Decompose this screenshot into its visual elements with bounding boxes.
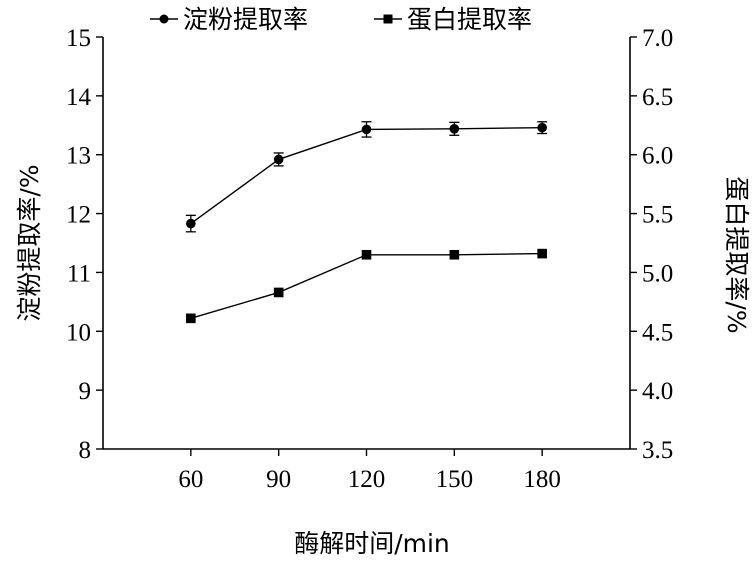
y-left-tick-label: 14 (66, 84, 92, 111)
data-point-square (449, 249, 460, 260)
y-left-tick-label: 8 (79, 437, 92, 464)
data-point-circle (186, 218, 196, 229)
legend: 淀粉提取率 蛋白提取率 (150, 5, 532, 34)
y-right-tick-label: 7.0 (642, 25, 673, 52)
y-left-tick-label: 15 (66, 25, 91, 52)
y-left-tick-label: 12 (66, 202, 91, 229)
data-point-square (186, 313, 196, 324)
x-tick-label: 120 (348, 466, 386, 493)
data-point-circle (361, 124, 372, 135)
y-left-axis-title: 淀粉提取率/% (15, 164, 44, 321)
data-point-circle (273, 154, 284, 165)
legend-label-protein: 蛋白提取率 (407, 5, 532, 34)
series-line-0 (190, 126, 543, 225)
y-right-tick-label: 6.5 (642, 84, 673, 111)
x-axis-title: 酶解时间/min (294, 529, 450, 558)
legend-item-protein: 蛋白提取率 (374, 5, 532, 34)
data-point-circle (449, 124, 460, 134)
y-right-tick-label: 4.0 (642, 378, 673, 405)
y-right-tick-label: 3.5 (642, 437, 673, 464)
y-left-tick-label: 10 (66, 319, 91, 346)
plot-area: 60 90 120 150 180 8 9 10 11 12 13 14 15 3.5 4.0 4.5 5.0 5… (66, 25, 673, 493)
x-tick-label: 60 (178, 466, 203, 493)
x-tick-label: 180 (523, 466, 561, 493)
y-left-tick-label: 11 (67, 260, 91, 287)
data-point-square (273, 287, 284, 298)
y-right-tick-label: 6.0 (642, 143, 673, 170)
legend-item-starch: 淀粉提取率 (150, 5, 308, 34)
y-right-tick-label: 5.5 (642, 202, 673, 229)
data-point-square (361, 249, 372, 260)
x-tick-label: 150 (436, 466, 474, 493)
legend-label-starch: 淀粉提取率 (183, 5, 308, 34)
series-line-1 (190, 252, 543, 320)
y-left-tick-label: 9 (79, 378, 92, 405)
data-point-circle (537, 122, 547, 133)
y-right-tick-label: 5.0 (642, 260, 673, 287)
y-right-axis-title: 蛋白提取率/% (722, 176, 751, 333)
y-right-tick-label: 4.5 (642, 319, 673, 346)
x-tick-label: 90 (266, 466, 291, 493)
y-left-tick-label: 13 (66, 143, 91, 170)
data-point-square (537, 248, 547, 259)
